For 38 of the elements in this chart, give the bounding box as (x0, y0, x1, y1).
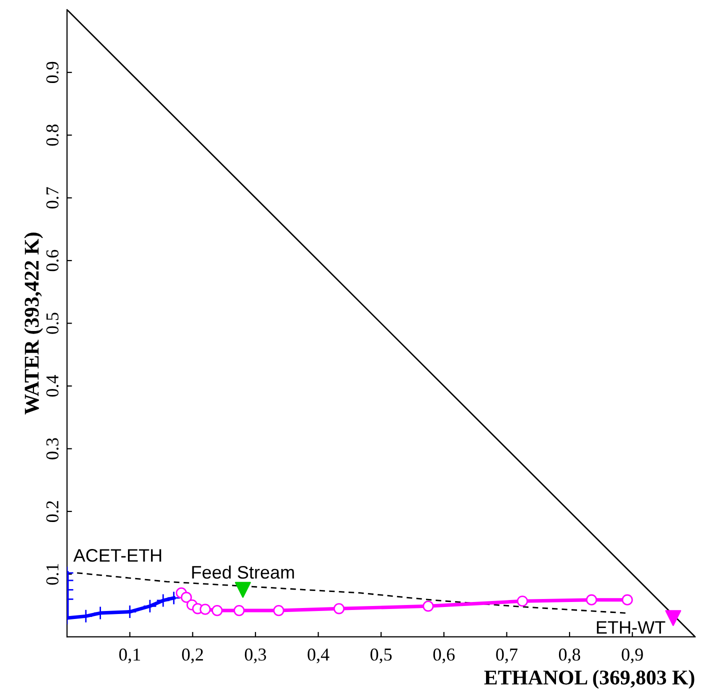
x-tick-label: 0,6 (433, 648, 455, 664)
annotation: ACET-ETH (73, 549, 162, 562)
y-tick-label: 0.2 (46, 501, 59, 522)
point (142, 599, 157, 614)
y-tick-label: 0.7 (46, 187, 59, 208)
point (156, 594, 170, 608)
y-tick-label: 0.5 (46, 312, 59, 334)
x-tick-label: 0,3 (244, 648, 266, 664)
point (200, 604, 211, 615)
x-tick-label: 0,9 (622, 648, 643, 664)
x-tick-label: 0,4 (308, 648, 330, 664)
y-tick-label: 0.9 (46, 62, 59, 84)
point (622, 594, 633, 606)
point (333, 603, 345, 614)
point (665, 610, 682, 626)
x-axis-title: ETHANOL (369,803 K) (484, 670, 694, 689)
y-tick-label: 0.6 (46, 250, 59, 272)
x-tick-label: 0,1 (119, 648, 140, 664)
point (212, 604, 223, 616)
annotation: Feed Stream (192, 565, 294, 579)
point (516, 596, 528, 607)
y-tick-label: 0.8 (46, 124, 59, 146)
y-tick-label: 0.4 (46, 375, 59, 397)
y-tick-label: 0.3 (46, 438, 59, 460)
x-tick-label: 0,5 (370, 648, 392, 664)
point (586, 594, 598, 606)
point (234, 582, 251, 598)
point (422, 600, 434, 612)
y-tick-label: 0.1 (46, 564, 59, 585)
point (234, 604, 245, 616)
point (273, 604, 284, 616)
x-tick-label: 0,8 (558, 648, 580, 664)
x-tick-label: 0,2 (182, 648, 203, 664)
x-tick-label: 0,7 (496, 648, 518, 664)
point (166, 591, 181, 605)
point (180, 592, 192, 603)
annotation: ETH-WT (596, 621, 666, 634)
y-axis-title: WATER (393,422 K) (24, 232, 44, 415)
